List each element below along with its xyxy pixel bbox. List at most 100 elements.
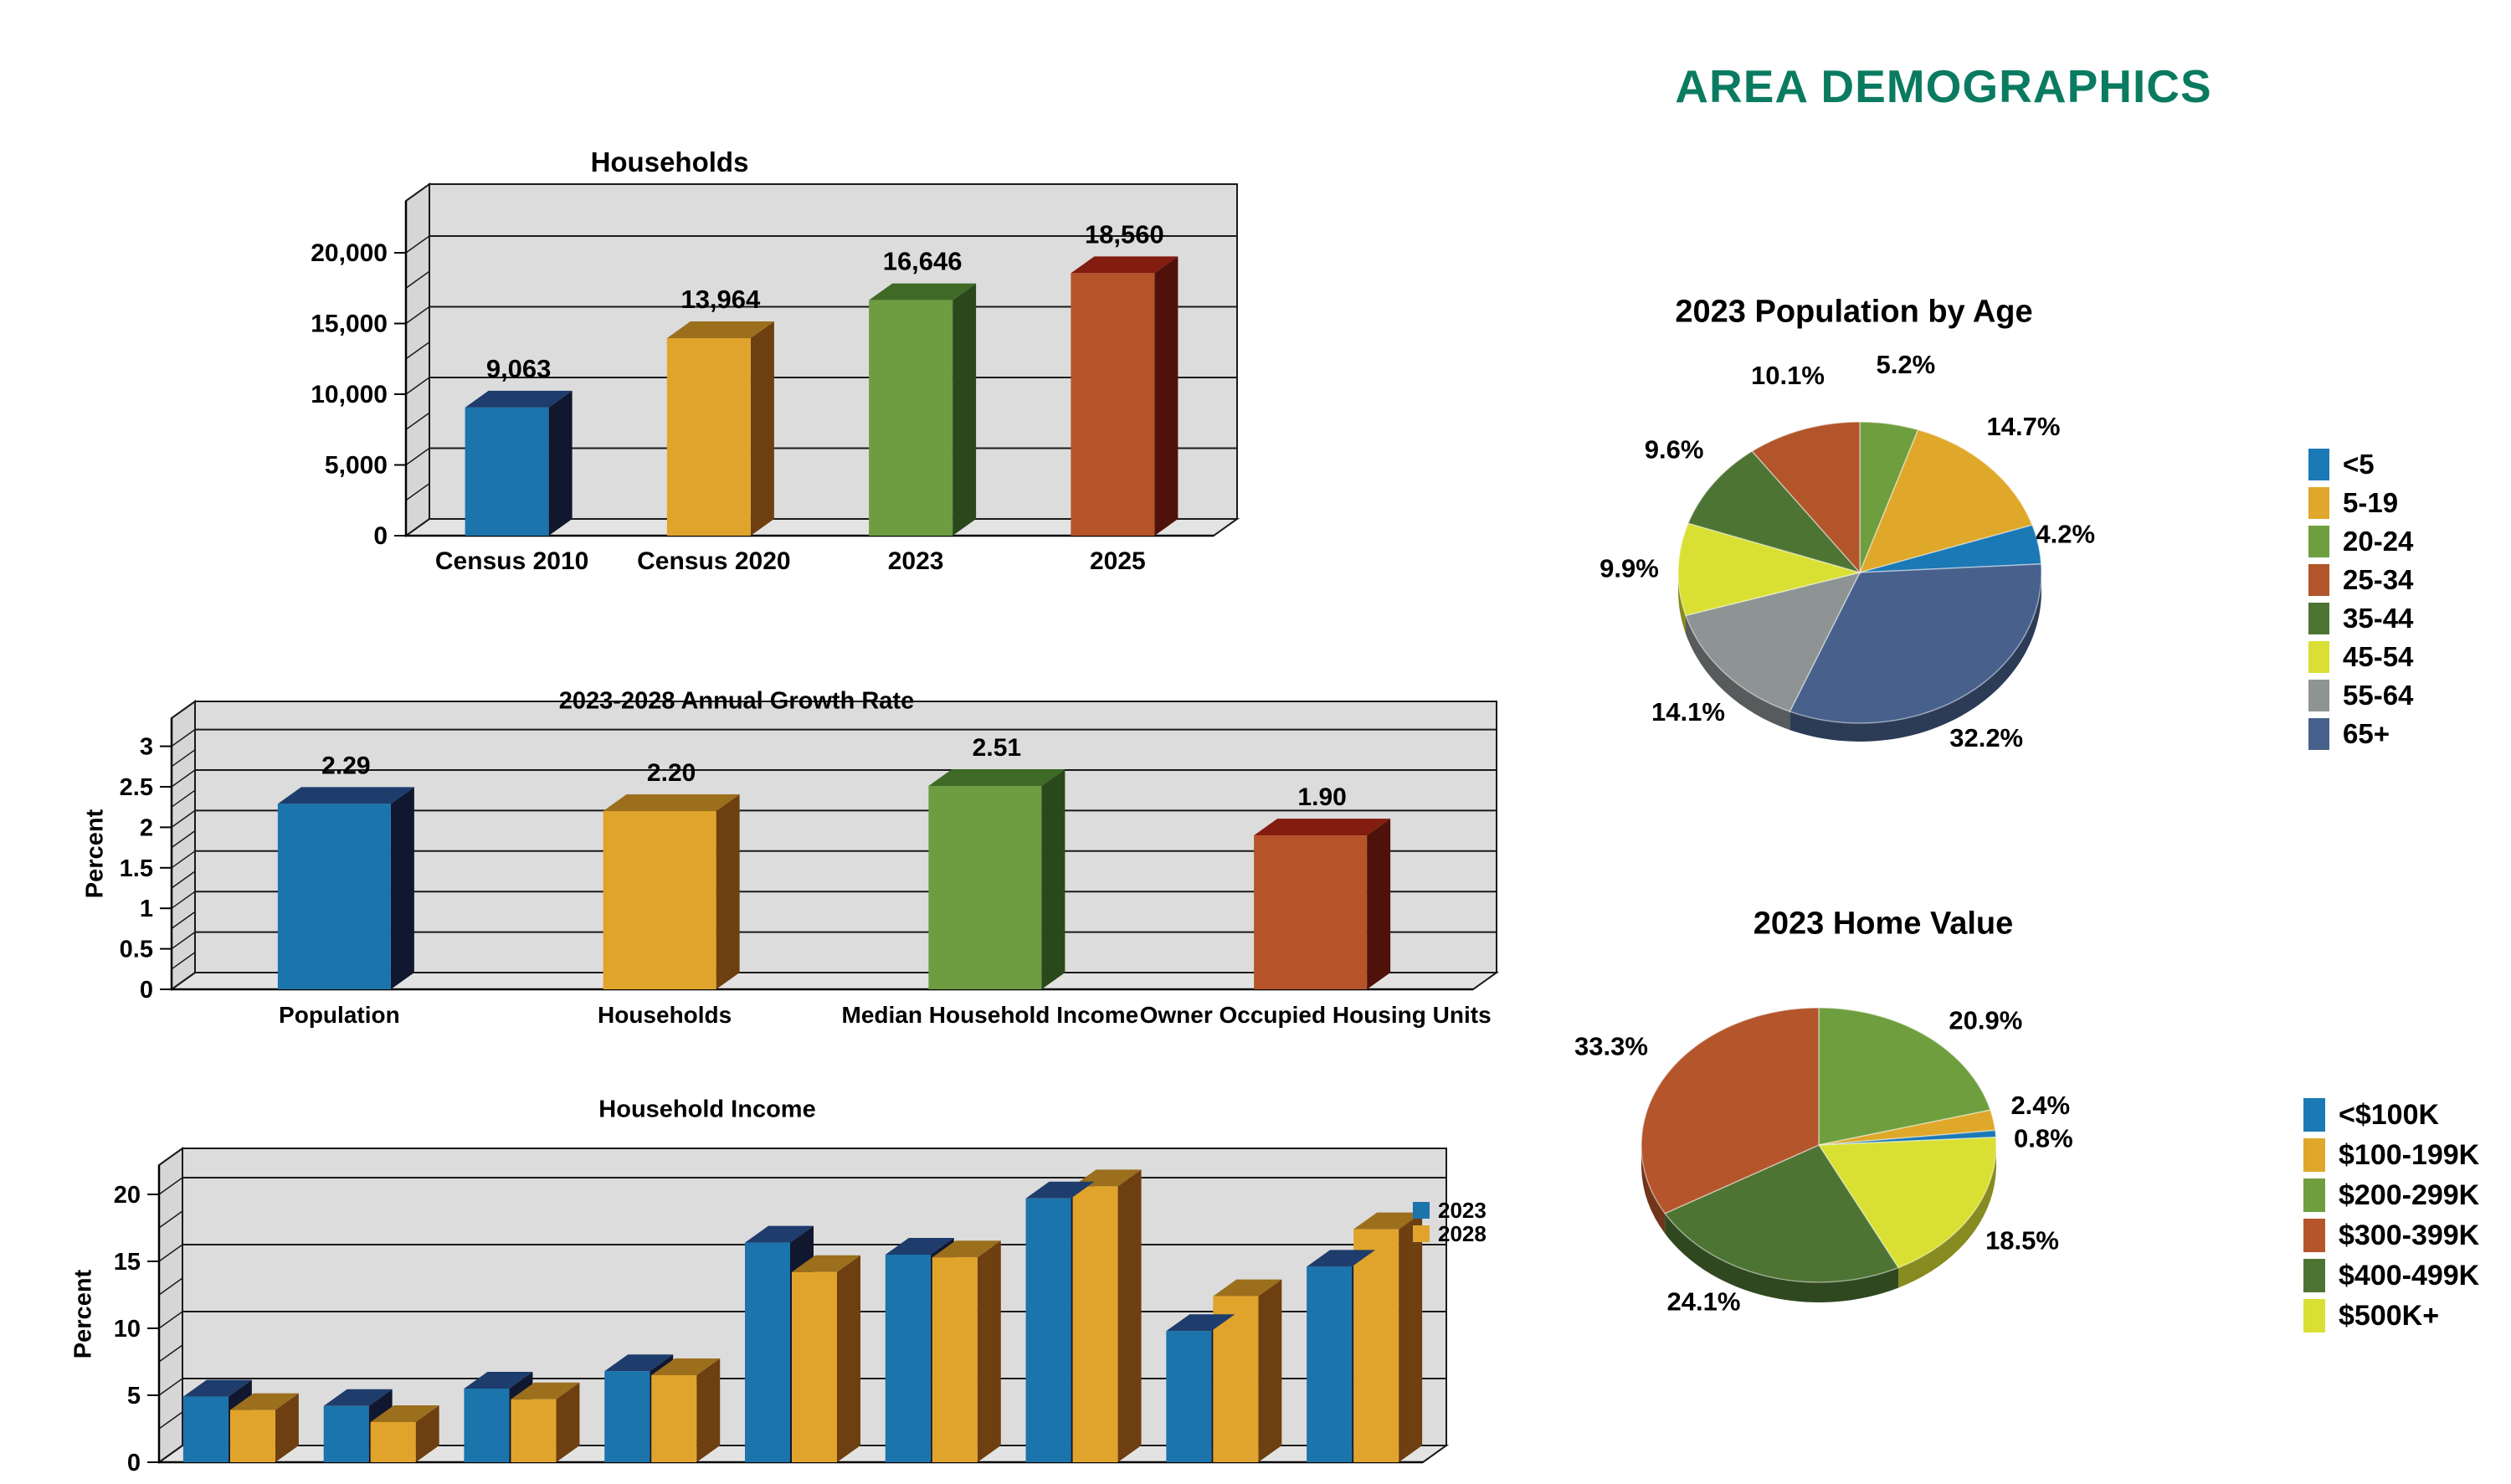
legend-item: <5 — [2308, 445, 2413, 484]
population-age-pie: 5.2% 14.7% 4.2% 32.2% 14.1% 9.9% 9.6% 10.1% — [1600, 350, 2095, 752]
bar-top-face — [928, 769, 1066, 787]
legend-item: $300-399K — [2303, 1215, 2479, 1255]
income-y-axis-label: Percent — [69, 1269, 97, 1359]
x-category-label: Census 2010 — [435, 547, 588, 575]
pie-slice-rim — [1641, 1145, 1666, 1234]
bar-side-face — [750, 321, 774, 536]
bar-front-face — [869, 300, 953, 536]
legend-label: $300-399K — [2339, 1219, 2480, 1251]
legend-label: 65+ — [2343, 718, 2390, 749]
bar-top-face — [1254, 819, 1391, 836]
bar-front-face — [603, 811, 716, 989]
pie-percentage-label: 9.6% — [1645, 435, 1704, 465]
bar-value-label: 1.90 — [1297, 783, 1346, 811]
y-tick-label: 1.5 — [120, 855, 153, 882]
pie-slice-rim — [1898, 1145, 1996, 1288]
legend-label: 55-64 — [2343, 680, 2414, 711]
legend-swatch — [2308, 449, 2329, 480]
pie-slice — [1677, 522, 1862, 617]
legend-label: 35-44 — [2343, 603, 2414, 634]
bar-top-face — [277, 787, 414, 804]
legend-item: $500K+ — [2303, 1296, 2479, 1336]
y-tick-label: 5 — [127, 1383, 141, 1410]
legend-item: 20-24 — [2308, 522, 2413, 561]
bar-top-face — [182, 1379, 252, 1397]
bar-front-face — [604, 1371, 650, 1462]
pie-slice — [1817, 1136, 1997, 1269]
bar-top-face — [1307, 1250, 1376, 1267]
bar-value-label: 13,964 — [680, 285, 761, 314]
x-category-label: Owner Occupied Housing Units — [1140, 1002, 1492, 1028]
pie-percentage-label: 4.2% — [2036, 519, 2095, 548]
home-value-pie-title: 2023 Home Value — [1753, 906, 2014, 942]
bar-side-face — [1258, 1279, 1282, 1462]
bar-front-face — [928, 786, 1042, 989]
y-tick-label: 0 — [373, 522, 388, 550]
legend-swatch — [1413, 1225, 1430, 1242]
y-tick-label: 5,000 — [325, 452, 388, 480]
bar-front-face — [1071, 273, 1155, 536]
pie-slice — [1751, 421, 1861, 574]
bar-side-face — [716, 794, 740, 989]
bar-value-label: 18,560 — [1085, 219, 1164, 249]
legend-label: 2028 — [1438, 1220, 1487, 1246]
bar-top-face — [885, 1238, 954, 1255]
y-tick-label: 20,000 — [311, 239, 388, 267]
legend-label: $100-199K — [2339, 1138, 2480, 1171]
pie-slice — [1641, 1007, 1820, 1214]
legend-swatch — [2303, 1219, 2325, 1252]
y-tick-label: 0 — [127, 1450, 141, 1476]
legend-label: 20-24 — [2343, 526, 2414, 557]
bar-side-face — [953, 283, 977, 536]
bar-front-face — [1166, 1331, 1212, 1462]
bar-front-face — [1072, 1186, 1118, 1462]
bar-front-face — [666, 338, 751, 536]
bar-top-face — [511, 1382, 580, 1399]
bar-front-face — [1025, 1198, 1071, 1462]
x-category-label: Census 2020 — [637, 547, 790, 575]
bar-side-face — [556, 1382, 580, 1462]
bar-top-face — [745, 1225, 814, 1243]
y-tick-label: 20 — [114, 1182, 141, 1209]
legend-label: 25-34 — [2343, 564, 2414, 595]
legend-label: $500K+ — [2339, 1299, 2440, 1332]
legend-item: 5-19 — [2308, 484, 2413, 522]
bar-side-face — [390, 787, 414, 989]
y-tick-label: 3 — [140, 734, 153, 761]
pie-percentage-label: 9.9% — [1600, 554, 1659, 583]
y-tick-label: 2.5 — [120, 774, 153, 801]
bar-front-face — [464, 1389, 510, 1462]
bar-side-face — [275, 1393, 299, 1462]
pie-percentage-label: 14.1% — [1651, 697, 1725, 727]
pie-percentage-label: 5.2% — [1876, 350, 1935, 379]
bar-top-face — [229, 1393, 299, 1410]
households-chart-title: Households — [590, 146, 749, 177]
pie-percentage-label: 33.3% — [1574, 1032, 1648, 1061]
legend-item: 25-34 — [2308, 561, 2413, 599]
pie-percentage-label: 14.7% — [1987, 412, 2061, 441]
bar-value-label: 2.29 — [321, 752, 370, 779]
bar-front-face — [323, 1405, 369, 1462]
population-age-legend: <5 5-19 20-24 25-34 35-44 45-54 55-64 65+ — [2308, 445, 2413, 753]
y-tick-label: 10 — [114, 1316, 141, 1343]
bar-front-face — [182, 1396, 229, 1462]
y-tick-label: 2 — [140, 814, 153, 841]
bar-front-face — [1307, 1266, 1353, 1462]
legend-item: 2023 — [1413, 1197, 1487, 1223]
legend-item: $200-299K — [2303, 1175, 2479, 1215]
bar-value-label: 2.51 — [973, 734, 1021, 762]
bar-front-face — [1254, 835, 1368, 989]
legend-swatch — [2308, 487, 2329, 519]
bar-side-face — [1041, 769, 1066, 989]
y-tick-label: 1 — [140, 896, 153, 922]
pie-percentage-label: 2.4% — [2010, 1091, 2070, 1120]
legend-label: 5-19 — [2343, 487, 2399, 518]
bar-side-face — [696, 1358, 721, 1462]
bar-front-face — [229, 1410, 275, 1462]
legend-label: 2023 — [1438, 1197, 1487, 1223]
pie-percentage-label: 10.1% — [1751, 361, 1825, 390]
bar-top-face — [1071, 256, 1178, 274]
bar-side-face — [977, 1240, 1001, 1462]
y-tick-label: 0 — [140, 977, 153, 1004]
